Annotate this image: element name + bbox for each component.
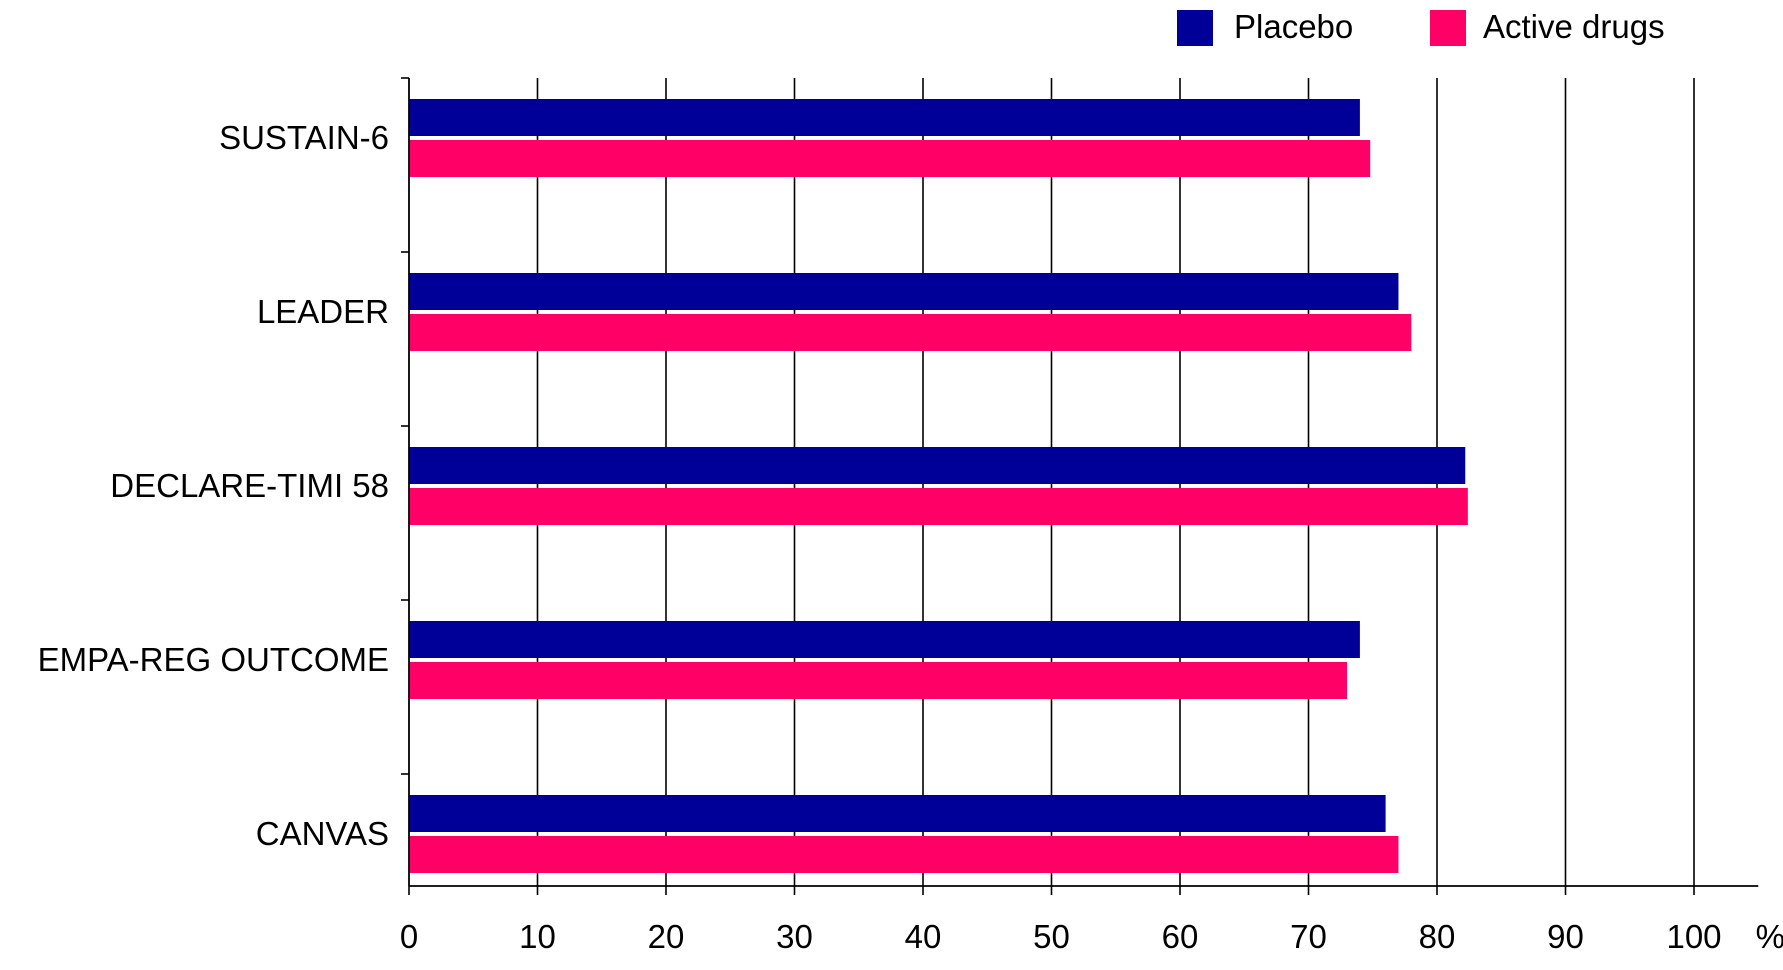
legend-label-placebo: Placebo	[1234, 8, 1353, 45]
category-label: SUSTAIN-6	[219, 119, 389, 156]
x-tick-label: 20	[648, 918, 685, 955]
legend-label-active-drugs: Active drugs	[1483, 8, 1665, 45]
x-tick-label: 90	[1547, 918, 1584, 955]
bar-declare-timi-58-active-drugs	[409, 488, 1468, 525]
bar-empa-reg-outcome-placebo	[409, 621, 1360, 658]
x-tick-label: 60	[1162, 918, 1199, 955]
bar-declare-timi-58-placebo	[409, 447, 1466, 484]
bar-canvas-active-drugs	[409, 836, 1399, 873]
axes: SUSTAIN-6 LEADER DECLARE-TIMI 58 EMPA-REG O…	[38, 77, 1783, 955]
category-label: DECLARE-TIMI 58	[110, 467, 389, 504]
legend-swatch-active-drugs	[1430, 10, 1466, 46]
x-tick-label: 80	[1419, 918, 1456, 955]
bar-leader-placebo	[409, 273, 1399, 310]
x-tick-label: 100	[1666, 918, 1721, 955]
x-unit-label: %	[1756, 918, 1783, 955]
legend-swatch-placebo	[1177, 10, 1213, 46]
category-label: CANVAS	[256, 815, 389, 852]
x-tick-label: 50	[1033, 918, 1070, 955]
x-tick-label: 10	[519, 918, 556, 955]
bar-sustain-6-placebo	[409, 99, 1360, 136]
category-label: LEADER	[257, 293, 389, 330]
bars	[409, 99, 1468, 873]
bar-leader-active-drugs	[409, 314, 1412, 351]
x-tick-label: 0	[400, 918, 418, 955]
bar-sustain-6-active-drugs	[409, 140, 1371, 177]
legend: Placebo Active drugs	[1177, 8, 1665, 46]
x-tick-label: 40	[905, 918, 942, 955]
bar-empa-reg-outcome-active-drugs	[409, 662, 1348, 699]
x-tick-label: 30	[776, 918, 813, 955]
x-tick-label: 70	[1290, 918, 1327, 955]
category-label: EMPA-REG OUTCOME	[38, 641, 389, 678]
bar-canvas-placebo	[409, 795, 1386, 832]
